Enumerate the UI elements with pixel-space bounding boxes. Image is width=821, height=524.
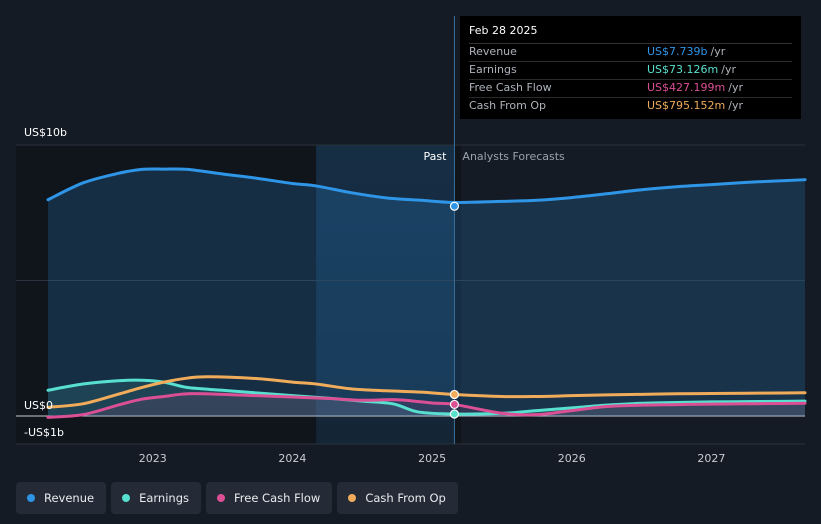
tooltip-label: Earnings: [469, 63, 517, 76]
legend-item-revenue[interactable]: Revenue: [16, 482, 107, 514]
tooltip-value: US$73.126m: [647, 63, 719, 76]
y-tick-label: US$10b: [24, 126, 67, 139]
legend-label: Revenue: [44, 491, 95, 505]
x-tick-label: 2025: [418, 452, 446, 465]
y-tick-label: US$0: [24, 399, 53, 412]
tooltip-label: Cash From Op: [469, 99, 547, 112]
past-label: Past: [423, 150, 447, 163]
legend-item-cash-from-op[interactable]: Cash From Op: [337, 482, 458, 514]
tooltip-row-earnings: Earnings US$73.126m /yr: [469, 62, 792, 80]
x-tick-label: 2027: [697, 452, 725, 465]
legend-dot-icon: [27, 494, 35, 502]
y-tick-label: -US$1b: [24, 426, 64, 439]
legend: Revenue Earnings Free Cash Flow Cash Fro…: [16, 482, 458, 514]
revenue-area: [48, 168, 805, 416]
tooltip-value: US$427.199m: [647, 81, 726, 94]
legend-dot-icon: [122, 494, 131, 502]
legend-label: Free Cash Flow: [234, 491, 321, 505]
legend-dot-icon: [217, 494, 225, 502]
cash-from-op-line: [46, 375, 807, 409]
revenue-line: [46, 167, 807, 204]
tooltip-date: Feb 28 2025: [469, 24, 792, 44]
revenue-marker: [449, 201, 460, 211]
earnings-marker: [449, 409, 460, 419]
free-cash-flow-marker: [449, 399, 460, 410]
legend-dot-icon: [348, 494, 357, 502]
tooltip-unit: /yr: [728, 99, 743, 112]
forecast-label: Analysts Forecasts: [462, 150, 565, 163]
free-cash-flow-line: [46, 392, 807, 419]
cash-from-op-marker: [449, 389, 460, 400]
tooltip-label: Free Cash Flow: [469, 81, 552, 94]
tooltip-row-free-cash-flow: Free Cash Flow US$427.199m /yr: [469, 80, 792, 98]
legend-item-earnings[interactable]: Earnings: [111, 482, 201, 514]
x-tick-label: 2024: [278, 452, 306, 465]
tooltip-row-cash-from-op: Cash From Op US$795.152m /yr: [469, 98, 792, 115]
tooltip-unit: /yr: [728, 81, 743, 94]
legend-label: Earnings: [139, 491, 189, 505]
legend-label: Cash From Op: [365, 491, 446, 505]
tooltip-row-revenue: Revenue US$7.739b /yr: [469, 44, 792, 62]
x-tick-label: 2026: [558, 452, 586, 465]
tooltip-unit: /yr: [710, 45, 726, 58]
x-tick-label: 2023: [139, 452, 167, 465]
tooltip-value: US$795.152m: [647, 99, 726, 112]
tooltip-label: Revenue: [469, 45, 517, 58]
free-cash-flow-area: [48, 393, 805, 418]
legend-item-free-cash-flow[interactable]: Free Cash Flow: [206, 482, 333, 514]
tooltip-unit: /yr: [721, 63, 736, 76]
tooltip-value: US$7.739b: [647, 45, 708, 58]
tooltip: Feb 28 2025 Revenue US$7.739b /yr Earnin…: [460, 16, 801, 119]
